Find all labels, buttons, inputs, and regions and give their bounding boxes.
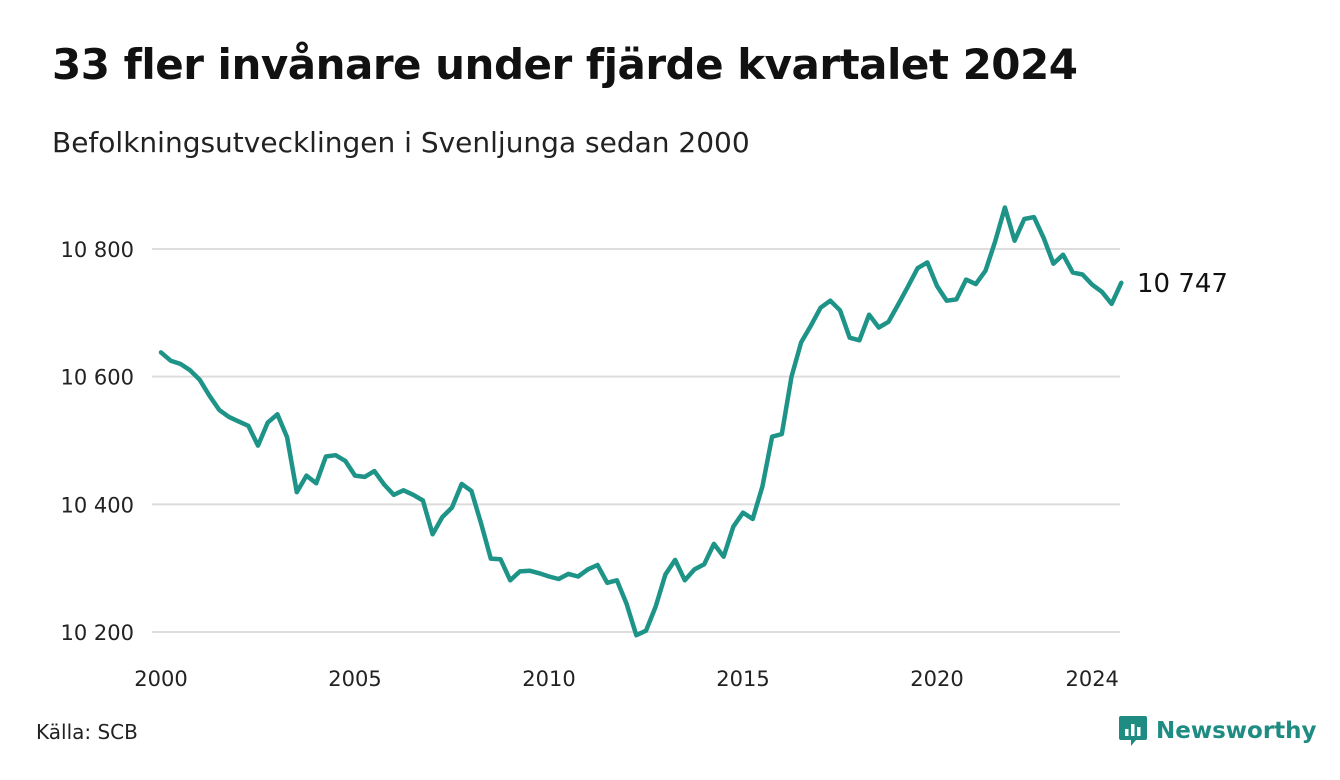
source-note: Källa: SCB xyxy=(36,720,138,744)
x-tick-label: 2000 xyxy=(134,667,187,691)
y-tick-label: 10 400 xyxy=(61,493,134,517)
brand-logo: Newsworthy xyxy=(1118,714,1317,748)
chart-subtitle: Befolkningsutvecklingen i Svenljunga sed… xyxy=(52,126,750,159)
newsworthy-logo-icon xyxy=(1119,716,1147,746)
end-value-label: 10 747 xyxy=(1137,269,1228,299)
chart-title: 33 fler invånare under fjärde kvartalet … xyxy=(52,40,1078,89)
series-line xyxy=(158,205,1124,638)
x-tick-label: 2024 xyxy=(1065,667,1118,691)
x-tick-label: 2020 xyxy=(910,667,963,691)
x-tick-label: 2010 xyxy=(522,667,575,691)
brand-name: Newsworthy xyxy=(1156,718,1317,744)
y-tick-label: 10 800 xyxy=(61,238,134,262)
x-tick-label: 2015 xyxy=(716,667,769,691)
x-tick-label: 2005 xyxy=(328,667,381,691)
y-tick-label: 10 600 xyxy=(61,366,134,390)
y-tick-label: 10 200 xyxy=(61,621,134,645)
